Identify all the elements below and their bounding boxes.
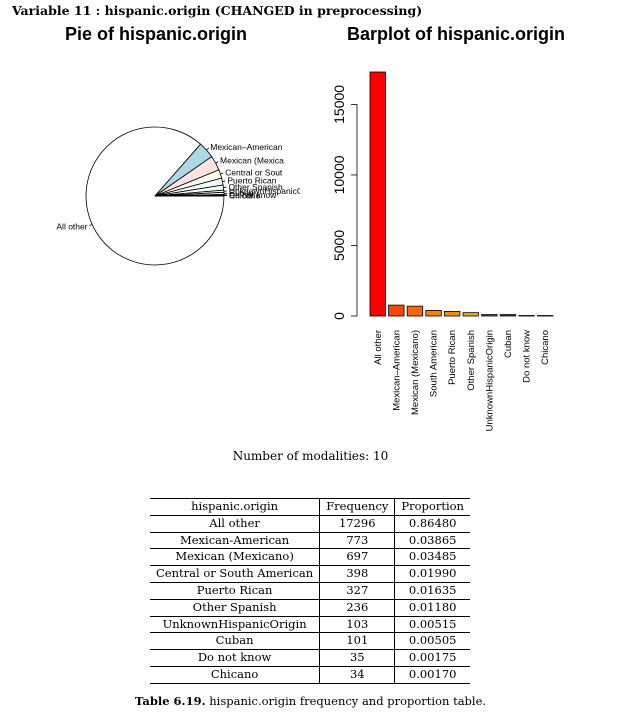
bar-chart: 0 5000 10000 15000 All other Mexican–American… (331, 71, 554, 431)
variable-heading: Variable 11 : hispanic.origin (CHANGED i… (12, 3, 423, 18)
pie-chart: All other Mexican–American Mexican (Mexica… (56, 126, 300, 266)
table-cell: 0.86480 (394, 515, 470, 533)
pie-label: Mexican (Mexica (220, 156, 284, 166)
table-cell: Chicano (150, 666, 321, 684)
caption-text: hispanic.origin frequency and proportion… (209, 694, 487, 708)
table-row: Mexican-American 773 0.03865 (150, 532, 470, 550)
y-tick-label: 15000 (331, 85, 347, 124)
bar-category-label: Do not know (522, 330, 533, 383)
bar (499, 314, 517, 317)
table-cell: 697 (319, 548, 396, 567)
bar-category-label: Puerto Rican (447, 330, 458, 385)
caption-label: Table 6.19. (134, 694, 206, 708)
y-tick-label: 0 (331, 312, 347, 320)
table-cell: 327 (319, 582, 396, 600)
table-row: Cuban 101 0.00505 (150, 632, 470, 651)
bar (536, 315, 554, 317)
table-cell: 34 (319, 666, 396, 684)
table-row: Chicano 34 0.00170 (150, 666, 470, 684)
table-cell: 0.03485 (394, 548, 470, 567)
table-cell: 0.01990 (394, 565, 470, 583)
table-cell: 398 (319, 565, 396, 583)
table-cell: 0.03865 (394, 532, 470, 550)
table-row: All other 17296 0.86480 (150, 515, 470, 533)
table-cell: All other (150, 515, 321, 533)
y-tick-label: 5000 (331, 230, 347, 261)
pie-label: All other (56, 221, 87, 231)
table-cell: 17296 (319, 515, 396, 533)
table-row: Central or South American 398 0.01990 (150, 565, 470, 583)
table-cell: 0.00170 (394, 666, 470, 684)
table-cell: Do not know (150, 649, 321, 667)
column-header: Proportion (394, 498, 470, 516)
table-cell: 0.00515 (394, 616, 470, 634)
table-cell: Central or South American (150, 565, 321, 583)
table-cell: 101 (319, 632, 396, 651)
bar-category-label: Other Spanish (466, 330, 477, 391)
bar-category-label: All other (373, 330, 384, 365)
table-cell: 773 (319, 532, 396, 550)
bar-category-label: South American (429, 330, 440, 397)
table-cell: 35 (319, 649, 396, 667)
pie-leader-line (206, 147, 210, 151)
table-row: Other Spanish 236 0.01180 (150, 599, 470, 617)
bar-category-label: Chicano (540, 330, 551, 365)
pie-label: Central or Sout (225, 167, 283, 177)
pie-leader-line (220, 172, 224, 175)
table-cell: UnknownHispanicOrigin (150, 616, 321, 634)
bar (462, 312, 479, 317)
pie-label: Chicano (229, 191, 260, 201)
table-header-row: hispanic.origin Frequency Proportion (150, 498, 470, 516)
pie-leader-line (222, 180, 226, 182)
bar (406, 305, 424, 317)
bar (518, 315, 535, 317)
table-cell: 0.00175 (394, 649, 470, 667)
table-cell: 0.00505 (394, 632, 470, 651)
table-cell: Puerto Rican (150, 582, 321, 600)
table-cell: 236 (319, 599, 396, 617)
bar (443, 310, 461, 317)
pie-label: Cuban (229, 188, 254, 198)
pie-label: Other Spanish (228, 182, 283, 192)
table-row: Do not know 35 0.00175 (150, 649, 470, 667)
table-cell: 0.01635 (394, 582, 470, 600)
bar (425, 309, 442, 317)
table-cell: 0.01180 (394, 599, 470, 617)
modalities-count: Number of modalities: 10 (232, 449, 389, 463)
table-cell: Mexican (Mexicano) (150, 548, 321, 567)
column-header: Frequency (319, 498, 396, 516)
table-row: Mexican (Mexicano) 697 0.03485 (150, 548, 470, 567)
frequency-table: hispanic.origin Frequency Proportion All… (150, 498, 470, 684)
pie-leader-line (89, 224, 93, 227)
bar-category-label: Mexican (Mexicano) (410, 330, 421, 415)
bar-category-label: Mexican–American (391, 330, 402, 411)
table-cell: Other Spanish (150, 599, 321, 617)
pie-label: UnknownHispanicOrigin (229, 186, 300, 196)
table-cell: 103 (319, 616, 396, 634)
bar (369, 71, 386, 317)
table-caption: Table 6.19. hispanic.origin frequency an… (0, 694, 621, 708)
pie-leader-line (215, 161, 219, 164)
bar (481, 314, 498, 317)
table-cell: Cuban (150, 632, 321, 651)
table-row: Puerto Rican 327 0.01635 (150, 582, 470, 600)
bar-category-label: UnknownHispanicOrigin (484, 330, 495, 431)
pie-label: Do not know (229, 190, 277, 200)
pie-label: Puerto Rican (227, 175, 276, 185)
bar-chart-title: Barplot of hispanic.origin (347, 24, 566, 44)
column-header: hispanic.origin (150, 498, 321, 516)
pie-chart-title: Pie of hispanic.origin (65, 24, 248, 44)
bar-category-label: Cuban (503, 330, 514, 358)
bar (388, 304, 405, 317)
pie-label: Mexican–American (210, 142, 283, 152)
table-row: UnknownHispanicOrigin 103 0.00515 (150, 616, 470, 634)
table-cell: Mexican-American (150, 532, 321, 550)
y-tick-label: 10000 (331, 155, 347, 194)
